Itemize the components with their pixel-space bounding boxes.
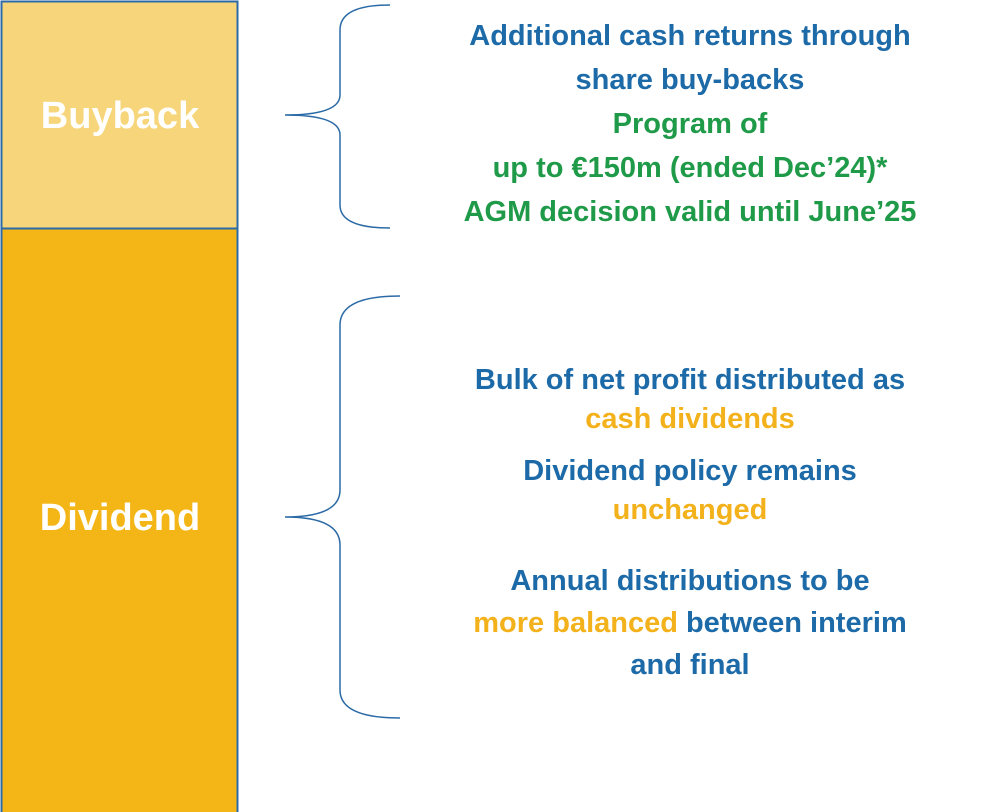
text-line: Additional cash returns through <box>469 20 910 52</box>
dividend-label: Dividend <box>40 497 200 539</box>
text-line: cash dividends <box>585 403 795 435</box>
text-line: Program of <box>613 108 768 140</box>
text-run: between interim <box>686 607 907 639</box>
text-line: and final <box>630 649 749 681</box>
buyback-label: Buyback <box>41 95 200 137</box>
text-line: share buy-backs <box>576 64 805 96</box>
dividend-brace <box>284 295 401 719</box>
text-line: Dividend policy remains <box>523 455 857 487</box>
text-line: Annual distributions to be <box>510 565 869 597</box>
text-line: Bulk of net profit distributed as <box>475 364 905 396</box>
text-line: more balanced between interim <box>473 607 906 639</box>
dividend-box <box>0 227 239 812</box>
text-line: AGM decision valid until June’25 <box>464 196 917 228</box>
text-run: more balanced <box>473 607 678 639</box>
text-line: unchanged <box>613 494 768 526</box>
text-line: up to €150m (ended Dec’24)* <box>493 152 889 184</box>
buyback-box <box>0 0 239 230</box>
buyback-brace <box>284 4 391 229</box>
